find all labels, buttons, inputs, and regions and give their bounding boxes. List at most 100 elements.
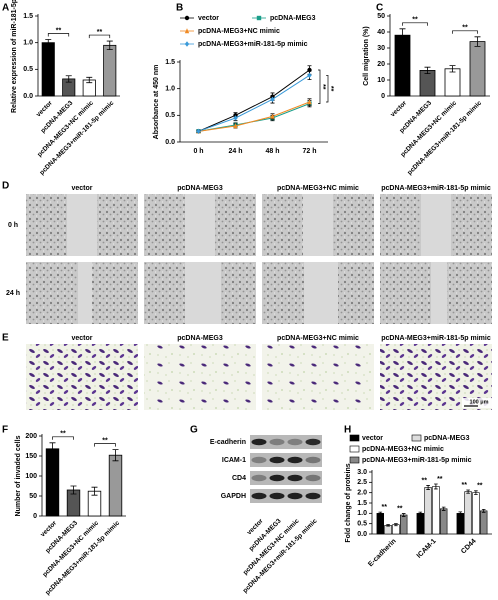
point	[256, 15, 262, 21]
blot-band	[251, 492, 267, 500]
bar	[469, 41, 486, 97]
y-tick-label: 10	[377, 77, 385, 84]
column-header: pcDNA-MEG3+NC mimic	[277, 185, 359, 192]
error-bar	[481, 509, 486, 513]
wound-gap	[185, 262, 221, 324]
column-header: pcDNA-MEG3	[177, 335, 223, 342]
significance-label: **	[97, 29, 103, 36]
wound-gap	[303, 194, 333, 256]
x-tick-label: vector	[35, 99, 54, 118]
x-tick-label: pcDNA-MEG3+miR-181-5p mimic	[39, 99, 116, 176]
legend-label: vector	[362, 435, 383, 442]
bar	[456, 513, 464, 535]
y-tick-label: 0.5	[165, 112, 175, 119]
significance-bracket	[326, 74, 329, 103]
legend-label: pcDNA-MEG3	[424, 435, 470, 442]
significance-bracket	[318, 69, 321, 104]
error-bar	[474, 36, 481, 47]
bar	[399, 514, 408, 535]
blot-strip	[250, 435, 322, 449]
bar	[472, 492, 480, 535]
x-tick-label: 24 h	[228, 148, 242, 155]
series-line	[198, 103, 310, 132]
significance-bracket	[452, 30, 478, 34]
y-tick-label: 20	[377, 61, 385, 68]
panel-letter: D	[2, 181, 9, 192]
y-tick-label: 150	[25, 453, 37, 460]
column-header: pcDNA-MEG3+miR-181-5p mimic	[381, 335, 491, 342]
point	[233, 123, 238, 129]
y-tick-label: 1.5	[23, 13, 33, 20]
y-tick-label: 100	[25, 473, 37, 480]
bar	[432, 486, 440, 535]
legend-swatch	[349, 456, 360, 464]
error-bar	[91, 486, 98, 496]
blot-band	[251, 474, 267, 482]
error-bar	[49, 442, 56, 456]
bar	[376, 513, 384, 535]
column-header: pcDNA-MEG3+NC mimic	[277, 335, 359, 342]
significance-label: **	[60, 431, 66, 438]
point	[184, 15, 190, 21]
blot-band	[269, 456, 285, 464]
y-tick-label: 50	[377, 13, 385, 20]
protein-label: GAPDH	[221, 493, 246, 500]
error-bar	[45, 39, 52, 47]
error-bar	[378, 511, 383, 515]
panel-letter: E	[2, 333, 9, 344]
blot-band	[305, 474, 321, 482]
error-bar	[112, 449, 119, 462]
blot-band	[305, 438, 321, 446]
error-bar	[401, 513, 406, 517]
bar	[108, 454, 123, 517]
x-tick-label: vector	[389, 99, 408, 118]
legend-label: pcDNA-MEG3+miR-181-5p mimic	[362, 457, 472, 464]
error-bar	[466, 489, 470, 494]
blot-band	[269, 492, 285, 500]
error-bar	[449, 65, 456, 73]
row-label: 0 h	[8, 222, 18, 229]
significance-label: **	[461, 482, 467, 489]
y-axis-label: Number of invaded cells	[15, 435, 22, 516]
y-tick-label: 1.0	[165, 86, 175, 93]
series-line	[198, 69, 310, 132]
significance-label: **	[412, 17, 418, 24]
x-tick-label: CD44	[460, 538, 478, 556]
error-bar	[418, 511, 423, 515]
bar	[45, 448, 60, 517]
y-tick-label: 200	[25, 433, 37, 440]
point	[233, 115, 238, 121]
panel-letter: F	[2, 425, 8, 436]
error-bar	[386, 524, 390, 527]
y-axis-label: Cell migration (%)	[363, 26, 370, 86]
error-bar	[394, 523, 398, 527]
series-line	[198, 101, 310, 132]
y-axis-label: Relative expression of miR-181-5p	[11, 0, 18, 113]
significance-label: **	[421, 477, 427, 484]
column-header: vector	[71, 185, 92, 192]
panel-letter: C	[376, 3, 383, 14]
bar	[384, 525, 392, 535]
point	[307, 99, 312, 105]
bar	[444, 68, 461, 97]
y-tick-label: 0.5	[357, 521, 367, 528]
x-tick-label: ICAM-1	[416, 538, 438, 560]
significance-label: **	[56, 27, 62, 34]
y-tick-label: 1.5	[357, 500, 367, 507]
y-tick-label: 0.0	[165, 139, 175, 146]
y-tick-label: 1.5	[165, 59, 175, 66]
legend-label: pcDNA-MEG3+NC mimic	[198, 28, 280, 35]
bar	[439, 508, 448, 535]
significance-bracket	[52, 436, 74, 440]
bar	[419, 70, 436, 97]
blot-band	[287, 438, 303, 446]
panel-letter: G	[190, 425, 198, 436]
error-bar	[399, 28, 406, 42]
x-tick-label: E-cadherin	[367, 538, 398, 569]
blot-band	[287, 492, 303, 500]
y-tick-label: 2.0	[357, 490, 367, 497]
x-tick-label: vector	[39, 519, 58, 538]
point	[270, 96, 275, 103]
bar	[41, 42, 55, 97]
